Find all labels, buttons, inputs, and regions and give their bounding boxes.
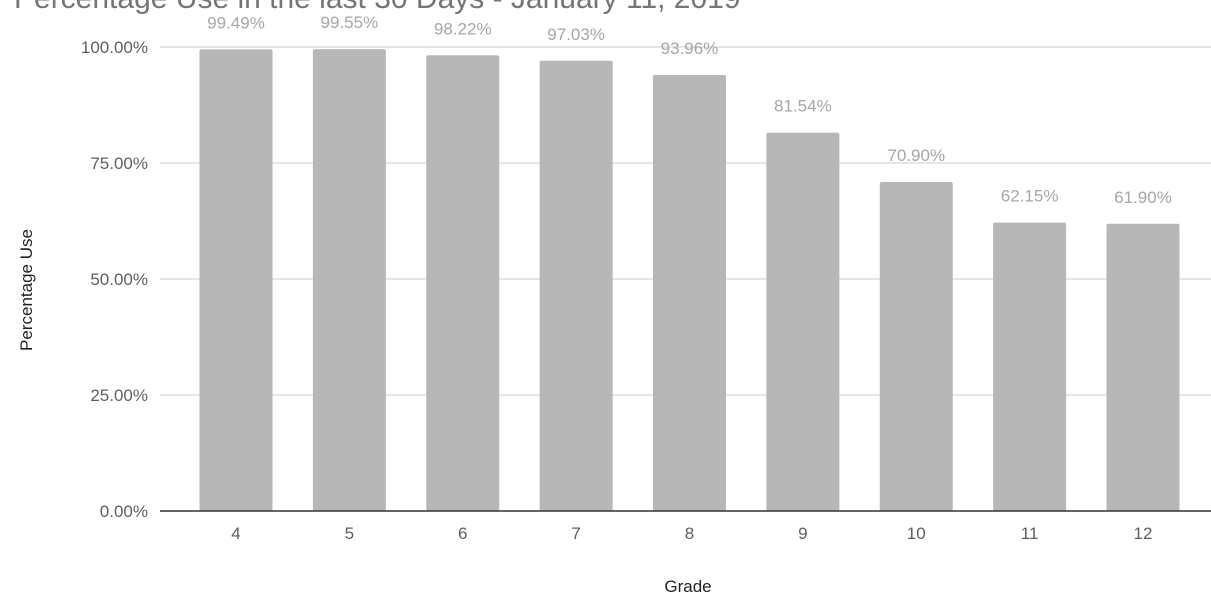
x-tick-label: 10 (907, 524, 926, 543)
y-tick-label: 100.00% (81, 38, 148, 57)
x-tick-label: 8 (685, 524, 694, 543)
y-tick-label: 75.00% (90, 154, 148, 173)
bar (766, 132, 840, 511)
y-axis-label: Percentage Use (17, 229, 36, 351)
y-tick-label: 50.00% (90, 270, 148, 289)
bar (1106, 223, 1180, 511)
x-tick-label: 9 (798, 524, 807, 543)
bar (426, 55, 500, 511)
bar (312, 49, 386, 511)
data-label: 70.90% (887, 146, 945, 165)
axis-ticks: 0.00% 25.00% 50.00% 75.00% 100.00% 4 5 6 7 8 9 10 11… (81, 38, 1153, 543)
bar (539, 60, 613, 512)
data-label: 97.03% (547, 25, 605, 44)
y-tick-label: 0.00% (100, 502, 148, 521)
x-tick-label: 5 (345, 524, 354, 543)
chart-title: Percentage Use in the last 30 Days - Jan… (14, 0, 741, 15)
x-tick-label: 12 (1134, 524, 1153, 543)
data-label: 81.54% (774, 97, 832, 116)
x-tick-label: 7 (571, 524, 580, 543)
bars (199, 49, 1180, 512)
data-label: 98.22% (434, 19, 492, 38)
data-labels: 99.49% 99.55% 98.22% 97.03% 93.96% 81.54% 70.9… (207, 13, 1172, 207)
bar (993, 222, 1067, 511)
data-label: 93.96% (661, 39, 719, 58)
x-tick-label: 11 (1021, 524, 1039, 543)
x-tick-label: 4 (231, 524, 240, 543)
data-label: 99.55% (321, 13, 379, 32)
bar (653, 75, 726, 511)
data-label: 62.15% (1001, 187, 1059, 206)
y-tick-label: 25.00% (90, 386, 148, 405)
data-label: 99.49% (207, 13, 265, 32)
bar (199, 49, 273, 512)
x-axis-label: Grade (664, 577, 711, 596)
bar (879, 182, 953, 512)
data-label: 61.90% (1114, 188, 1172, 207)
x-tick-label: 6 (458, 524, 467, 543)
